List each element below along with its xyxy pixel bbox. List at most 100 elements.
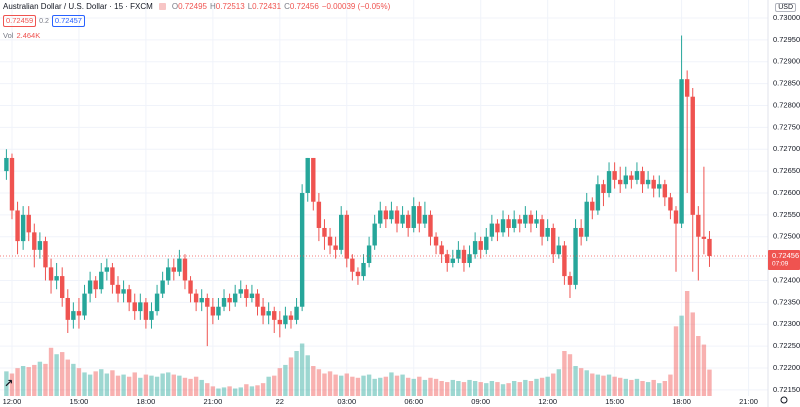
volume-bar bbox=[221, 387, 227, 396]
candle-body bbox=[394, 210, 400, 224]
candle-body bbox=[623, 175, 628, 185]
candle-body bbox=[645, 179, 651, 185]
candle-body bbox=[551, 227, 556, 255]
volume-bar bbox=[629, 379, 634, 396]
candle-body bbox=[20, 214, 26, 242]
candle-body bbox=[344, 214, 349, 259]
buy-button[interactable]: 0.72457 bbox=[51, 15, 85, 27]
candle-body bbox=[657, 184, 662, 189]
volume-bar bbox=[690, 312, 695, 396]
volume-bar bbox=[249, 386, 255, 396]
trade-row: 0.72459 0.2 0.72457 bbox=[3, 15, 85, 27]
volume-bar bbox=[154, 376, 160, 396]
candle-body bbox=[439, 245, 444, 255]
volume-bar bbox=[48, 347, 54, 396]
x-tick-label: 15:00 bbox=[605, 397, 624, 406]
volume-bar bbox=[37, 361, 43, 396]
candle-body bbox=[517, 219, 522, 224]
candle-body bbox=[595, 184, 601, 211]
candle-body bbox=[495, 223, 500, 233]
volume-bar bbox=[76, 368, 82, 396]
volume-bar bbox=[333, 374, 338, 396]
candle-body bbox=[138, 302, 143, 312]
volume-bar bbox=[322, 373, 327, 396]
volume-bar bbox=[634, 378, 640, 396]
candle-body bbox=[684, 79, 690, 97]
candle-body bbox=[93, 280, 98, 290]
volume-bar bbox=[539, 377, 545, 396]
candle-body bbox=[255, 293, 260, 307]
candle-body bbox=[43, 241, 48, 268]
y-tick-label: 0.72350 bbox=[773, 297, 800, 306]
candle-body bbox=[668, 197, 673, 211]
candle-body bbox=[305, 157, 310, 193]
sell-button[interactable]: 0.72459 bbox=[3, 15, 37, 27]
x-tick-label: 03:00 bbox=[337, 397, 356, 406]
volume-bar bbox=[394, 375, 400, 396]
candle-body bbox=[545, 227, 550, 237]
candle-body bbox=[612, 171, 617, 180]
volume-bar bbox=[517, 382, 522, 396]
volume-bar bbox=[467, 379, 472, 396]
candle-body bbox=[132, 302, 137, 312]
x-tick-label: 12:00 bbox=[3, 397, 22, 406]
candle-body bbox=[238, 289, 243, 294]
volume-bar bbox=[450, 379, 455, 396]
candle-body bbox=[606, 171, 612, 193]
x-tick-label: 06:00 bbox=[404, 397, 423, 406]
volume-bar bbox=[9, 373, 15, 396]
candle-body bbox=[590, 201, 595, 211]
volume-bar bbox=[640, 381, 645, 396]
volume-bar bbox=[65, 359, 70, 396]
candle-body bbox=[4, 157, 9, 172]
volume-bar bbox=[294, 351, 299, 396]
candle-body bbox=[149, 311, 154, 320]
candle-body bbox=[573, 227, 578, 285]
volume-bar bbox=[651, 379, 656, 396]
candle-body bbox=[299, 192, 305, 307]
candle-body bbox=[110, 267, 115, 285]
volume-bar bbox=[551, 373, 556, 396]
symbol-title[interactable]: Australian Dollar / U.S. Dollar · 15 · F… bbox=[3, 2, 153, 11]
ohlc-value: 0.72431 bbox=[252, 2, 282, 11]
candle-body bbox=[523, 214, 528, 224]
candle-body bbox=[355, 271, 361, 277]
volume-bar bbox=[177, 375, 182, 396]
volume-bar bbox=[121, 374, 126, 396]
candle-body bbox=[640, 171, 645, 185]
volume-bar bbox=[523, 379, 528, 396]
volume-bar bbox=[528, 381, 534, 396]
candle-body bbox=[37, 241, 43, 250]
candle-body bbox=[534, 219, 539, 224]
volume-bar bbox=[199, 379, 204, 396]
volume-bar bbox=[573, 366, 578, 396]
volume-bar bbox=[277, 368, 283, 396]
x-tick-label: 15:00 bbox=[70, 397, 89, 406]
candle-body bbox=[32, 232, 37, 250]
candle-body bbox=[9, 157, 15, 211]
candle-body bbox=[528, 214, 534, 224]
volume-bar bbox=[506, 383, 511, 396]
volume-bar bbox=[26, 367, 31, 396]
candle-body bbox=[87, 280, 93, 294]
candle-body bbox=[601, 184, 606, 193]
currency-button[interactable]: USD bbox=[775, 3, 796, 12]
y-tick-label: 0.72850 bbox=[773, 79, 800, 88]
volume-bar bbox=[545, 376, 550, 396]
y-tick-label: 0.72750 bbox=[773, 122, 800, 131]
volume-bar bbox=[311, 366, 316, 396]
volume-bar bbox=[205, 383, 210, 396]
candle-body bbox=[166, 267, 171, 281]
candle-body bbox=[450, 258, 455, 263]
settings-icon[interactable] bbox=[780, 396, 788, 404]
ohlc-item: C0.72456 bbox=[284, 2, 319, 11]
volume-bar bbox=[584, 370, 589, 396]
volume-bar bbox=[484, 383, 489, 396]
candle-body bbox=[48, 267, 54, 281]
volume-bar bbox=[132, 372, 137, 396]
candle-body bbox=[539, 219, 545, 237]
volume-bar bbox=[288, 357, 294, 396]
candle-body bbox=[422, 214, 428, 224]
volume-bar bbox=[32, 364, 37, 396]
candle-body bbox=[567, 276, 573, 285]
